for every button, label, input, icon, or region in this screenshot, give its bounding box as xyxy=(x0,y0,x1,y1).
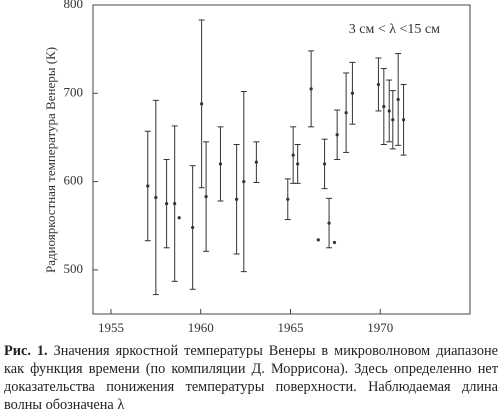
data-point xyxy=(296,162,300,166)
x-tick-label: 1970 xyxy=(367,320,393,335)
data-point xyxy=(327,221,331,225)
data-point xyxy=(350,91,355,95)
data-point xyxy=(376,82,381,87)
data-point xyxy=(200,102,204,106)
data-point xyxy=(191,225,195,230)
caption-label: Рис. 1. xyxy=(4,343,48,359)
data-point xyxy=(382,104,386,109)
data-point xyxy=(322,162,327,166)
data-point xyxy=(391,118,395,122)
data-point xyxy=(242,179,246,184)
plot-frame xyxy=(92,4,471,315)
data-point xyxy=(401,118,406,122)
data-point xyxy=(254,160,258,164)
data-point xyxy=(218,162,223,166)
data-point xyxy=(146,184,150,188)
data-point xyxy=(396,97,400,102)
data-point xyxy=(291,153,295,157)
x-tick-label: 1965 xyxy=(277,320,303,335)
caption-text: Значения яркостной температуры Венеры в … xyxy=(4,343,499,413)
y-tick-label: 600 xyxy=(64,173,84,188)
x-tick-label: 1960 xyxy=(188,320,214,335)
data-point xyxy=(332,240,337,245)
annotation: 3 см < λ <15 см xyxy=(349,22,440,37)
data-point xyxy=(316,238,320,242)
chart: Радиояркостная температура Венеры (К) 3 … xyxy=(43,0,471,335)
data-point xyxy=(344,111,348,115)
y-tick-label: 700 xyxy=(64,84,84,99)
data-point xyxy=(286,197,290,201)
data-point xyxy=(165,202,169,206)
y-tick-label: 500 xyxy=(64,261,84,276)
y-tick-label: 800 xyxy=(64,0,84,11)
data-point xyxy=(387,109,391,113)
data-point xyxy=(173,202,177,206)
caption: Рис. 1. Значения яркостной температуры В… xyxy=(4,342,498,414)
y-axis-label: Радиояркостная температура Венеры (К) xyxy=(43,47,58,273)
data-point xyxy=(154,195,158,200)
data-point xyxy=(335,133,339,137)
data-point xyxy=(309,87,313,91)
data-point xyxy=(235,197,239,201)
x-tick-label: 1955 xyxy=(98,320,124,335)
data-point xyxy=(204,194,208,199)
data-point xyxy=(177,216,181,220)
